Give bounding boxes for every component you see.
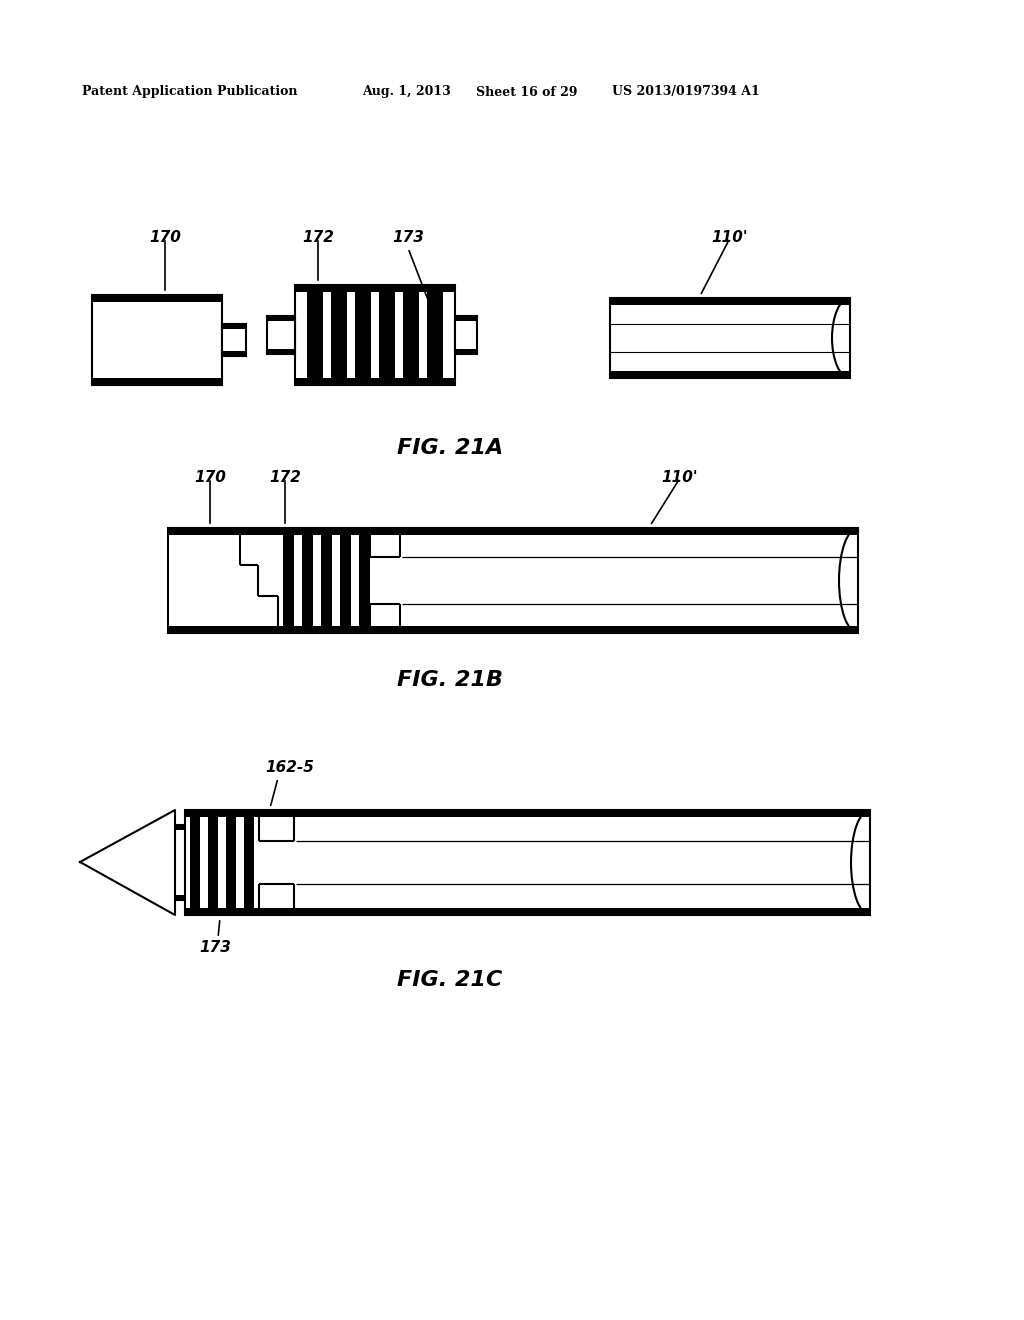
Bar: [168, 626, 858, 634]
Bar: [610, 371, 850, 378]
Bar: [160, 825, 234, 900]
Text: FIG. 21C: FIG. 21C: [397, 970, 503, 990]
Bar: [222, 323, 246, 356]
Text: 172: 172: [302, 231, 334, 246]
Text: 170: 170: [150, 231, 181, 246]
Text: 173: 173: [199, 940, 231, 956]
Bar: [455, 315, 477, 354]
Bar: [331, 292, 347, 378]
Bar: [92, 294, 222, 385]
Bar: [610, 298, 850, 378]
Bar: [226, 817, 236, 908]
Bar: [610, 298, 850, 305]
Polygon shape: [80, 810, 175, 915]
Text: Aug. 1, 2013: Aug. 1, 2013: [362, 86, 451, 99]
Bar: [295, 285, 455, 385]
Bar: [302, 535, 313, 626]
Bar: [427, 292, 443, 378]
Text: US 2013/0197394 A1: US 2013/0197394 A1: [612, 86, 760, 99]
Bar: [295, 285, 455, 292]
Bar: [359, 535, 370, 626]
Text: Patent Application Publication: Patent Application Publication: [82, 86, 298, 99]
Bar: [168, 528, 858, 535]
Text: 172: 172: [269, 470, 301, 486]
Text: FIG. 21A: FIG. 21A: [397, 438, 503, 458]
Bar: [190, 817, 200, 908]
Bar: [379, 292, 395, 378]
Bar: [160, 825, 234, 830]
Bar: [321, 535, 332, 626]
Bar: [340, 535, 351, 626]
Bar: [244, 817, 254, 908]
Bar: [208, 817, 218, 908]
Bar: [267, 315, 295, 321]
Bar: [185, 908, 870, 915]
Text: 110': 110': [712, 231, 749, 246]
Bar: [355, 292, 371, 378]
Bar: [267, 315, 295, 354]
Bar: [92, 378, 222, 385]
Bar: [283, 535, 294, 626]
Text: 170: 170: [195, 470, 226, 486]
Bar: [185, 810, 870, 915]
Bar: [185, 810, 870, 817]
Text: 173: 173: [392, 231, 424, 246]
Bar: [222, 351, 246, 356]
Text: 110': 110': [662, 470, 698, 486]
Bar: [267, 348, 295, 354]
Bar: [92, 294, 222, 302]
Bar: [295, 378, 455, 385]
Bar: [222, 323, 246, 329]
Bar: [160, 895, 234, 900]
Text: Sheet 16 of 29: Sheet 16 of 29: [476, 86, 578, 99]
Bar: [455, 315, 477, 321]
Text: 162-5: 162-5: [265, 760, 314, 776]
Bar: [168, 528, 858, 634]
Bar: [307, 292, 323, 378]
Text: FIG. 21B: FIG. 21B: [397, 671, 503, 690]
Bar: [455, 348, 477, 354]
Bar: [403, 292, 419, 378]
